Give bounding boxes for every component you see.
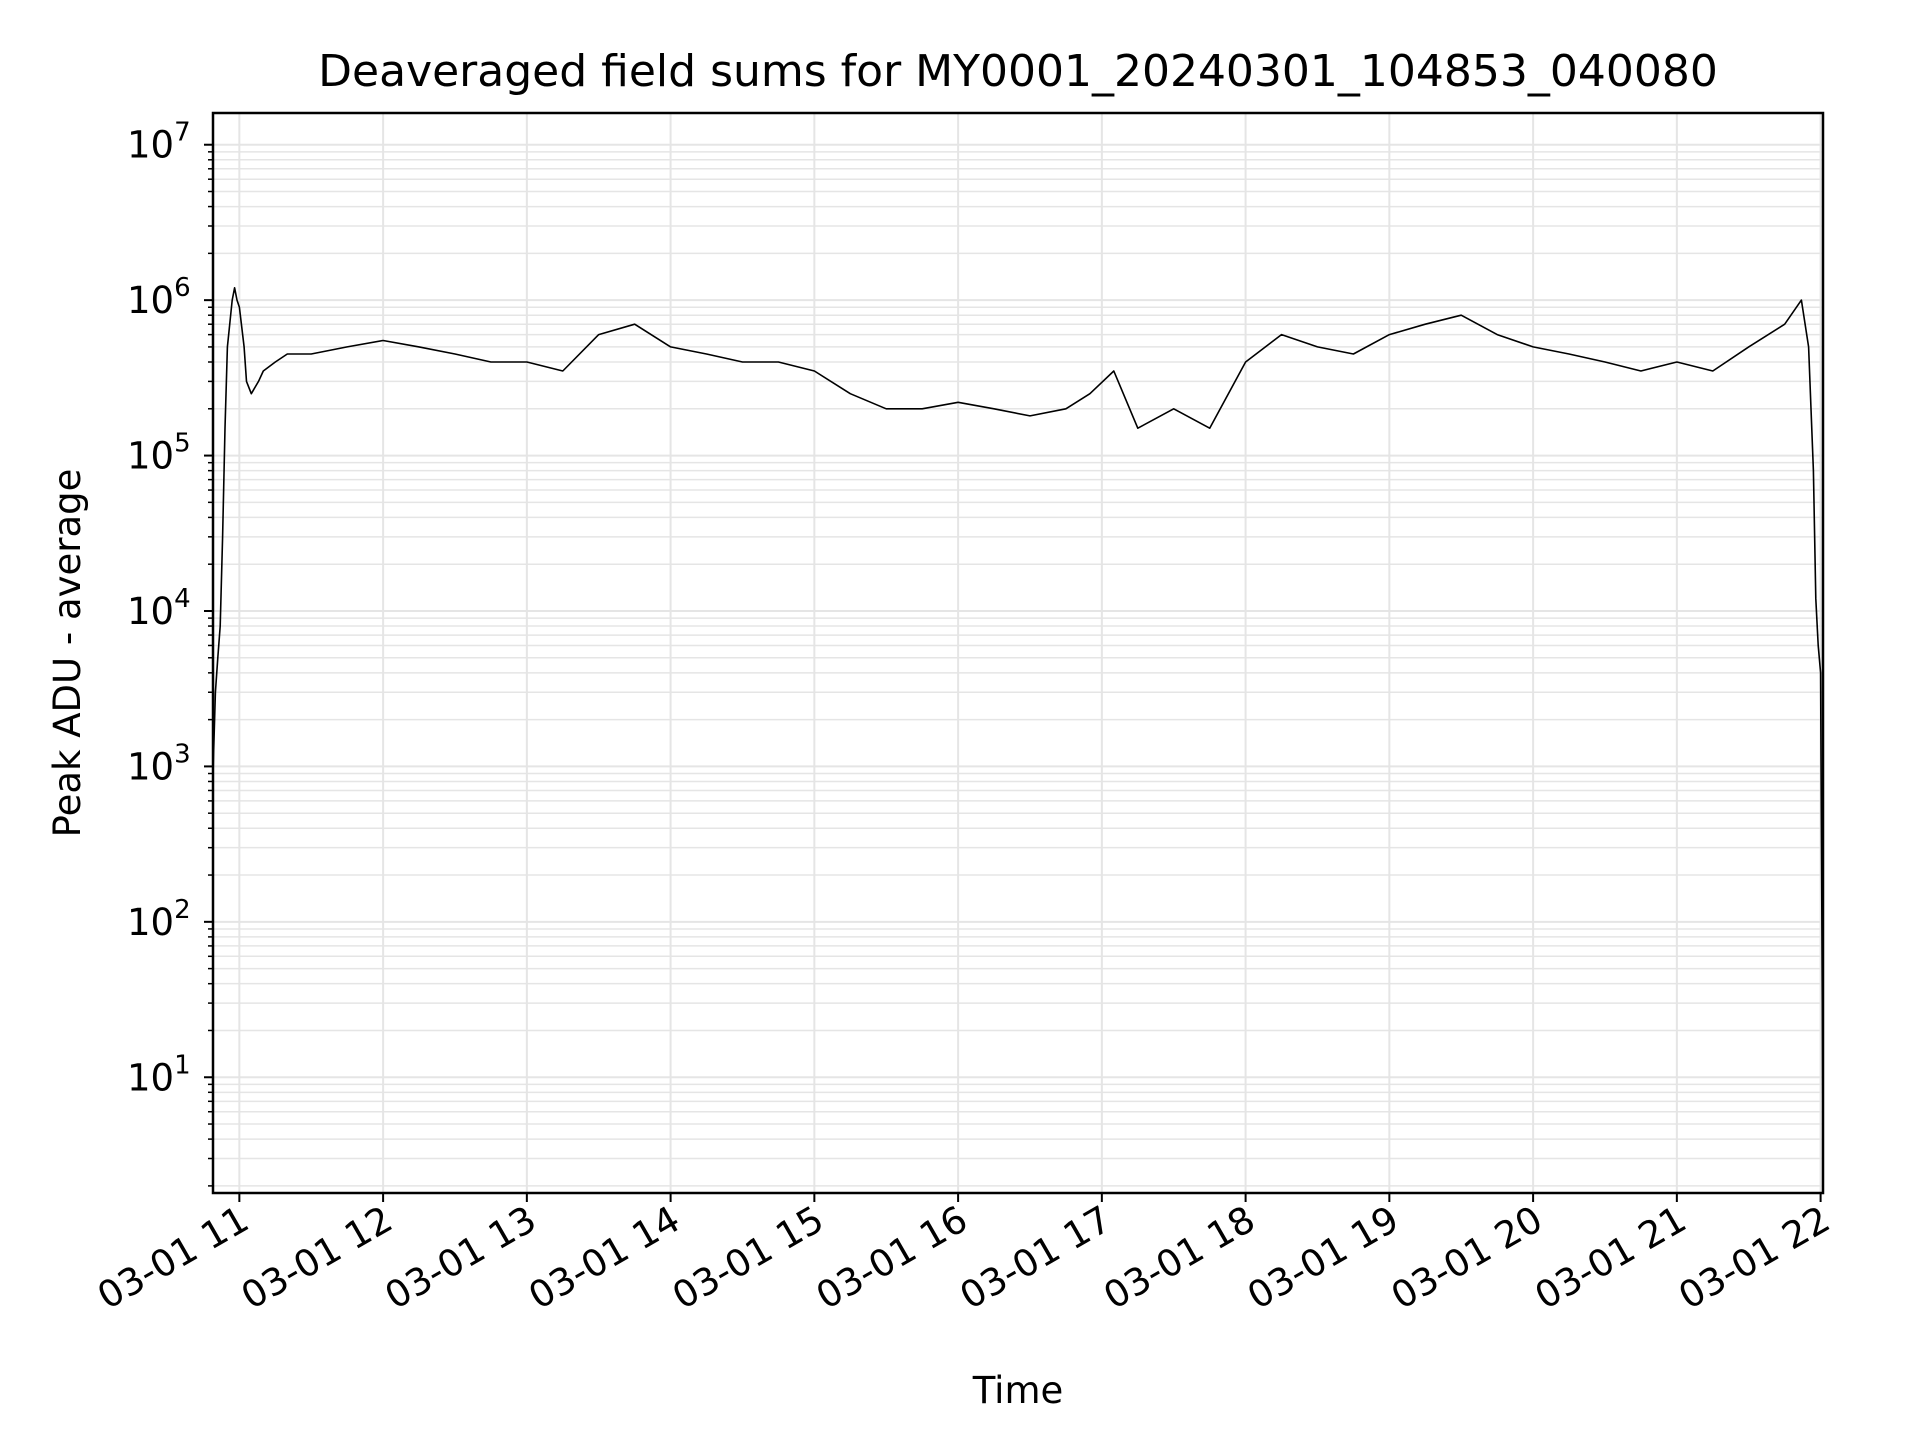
- y-tick-label: 105: [127, 429, 191, 478]
- chart-title: Deaveraged field sums for MY0001_2024030…: [318, 46, 1718, 97]
- plot-frame: [211, 111, 1825, 1195]
- x-axis-title: Time: [972, 1369, 1064, 1412]
- y-tick-label: 101: [127, 1050, 191, 1099]
- y-tick-label: 104: [127, 584, 191, 633]
- y-axis-title: Peak ADU - average: [46, 469, 89, 838]
- y-axis: 101 102 103 104 105 106 107: [127, 118, 213, 1187]
- y-tick-label: 103: [127, 739, 191, 788]
- grid: [213, 113, 1823, 1193]
- y-tick-label: 102: [127, 895, 191, 944]
- series-line: [212, 286, 1824, 1140]
- y-tick-label: 107: [127, 118, 191, 167]
- y-tick-label: 106: [127, 273, 191, 322]
- series-layer: [212, 286, 1824, 1140]
